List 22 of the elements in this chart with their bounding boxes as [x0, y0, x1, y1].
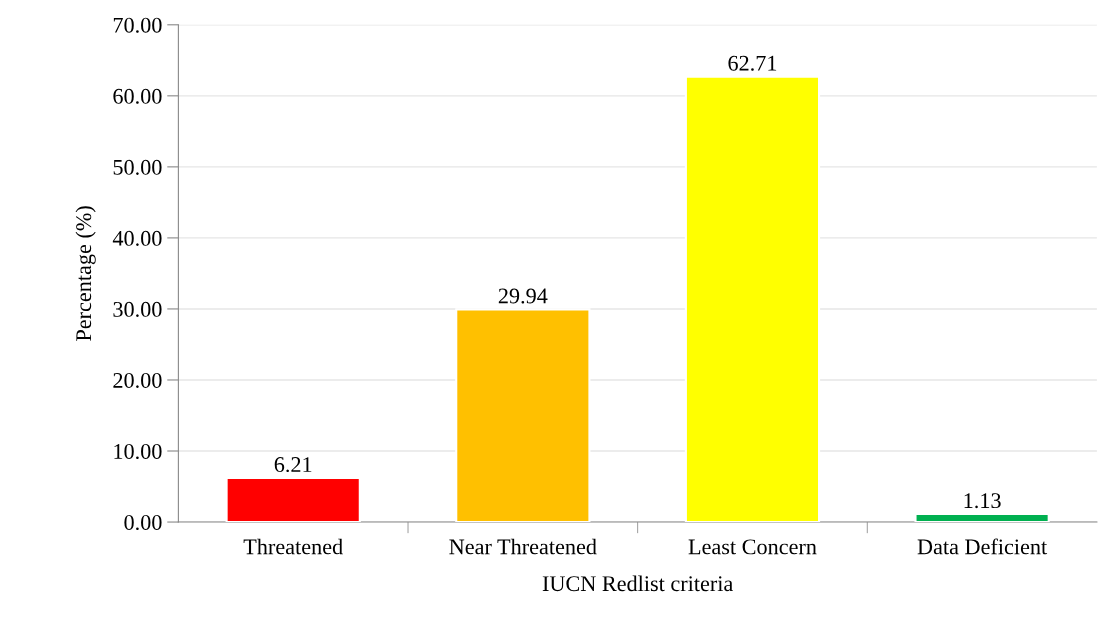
y-axis-title: Percentage (%)	[75, 206, 96, 341]
data-label: 6.21	[274, 457, 312, 473]
bar	[914, 512, 1050, 523]
y-tick-label: 70.00	[113, 17, 162, 33]
y-tick-label: 30.00	[113, 301, 162, 317]
x-tick-label: Threatened	[243, 538, 343, 555]
y-tick-label: 50.00	[113, 159, 162, 175]
y-tick-label: 40.00	[112, 230, 162, 246]
y-tick-label: 60.00	[113, 88, 162, 104]
x-axis-title: IUCN Redlist criteria	[542, 575, 733, 592]
y-tick-label: 20.00	[113, 372, 162, 388]
x-tick-label: Near Threatened	[449, 538, 597, 555]
y-tick-label: 0.00	[124, 514, 162, 531]
y-tick-label: 10.00	[114, 443, 162, 460]
x-tick-label: Data Deficient	[917, 538, 1048, 555]
bar	[455, 308, 591, 523]
data-label: 1.13	[964, 493, 1001, 509]
bar	[225, 476, 361, 523]
data-label: 62.71	[728, 55, 777, 71]
data-label: 29.94	[498, 288, 548, 304]
bar	[684, 75, 821, 523]
x-tick-label: Least Concern	[688, 539, 817, 555]
